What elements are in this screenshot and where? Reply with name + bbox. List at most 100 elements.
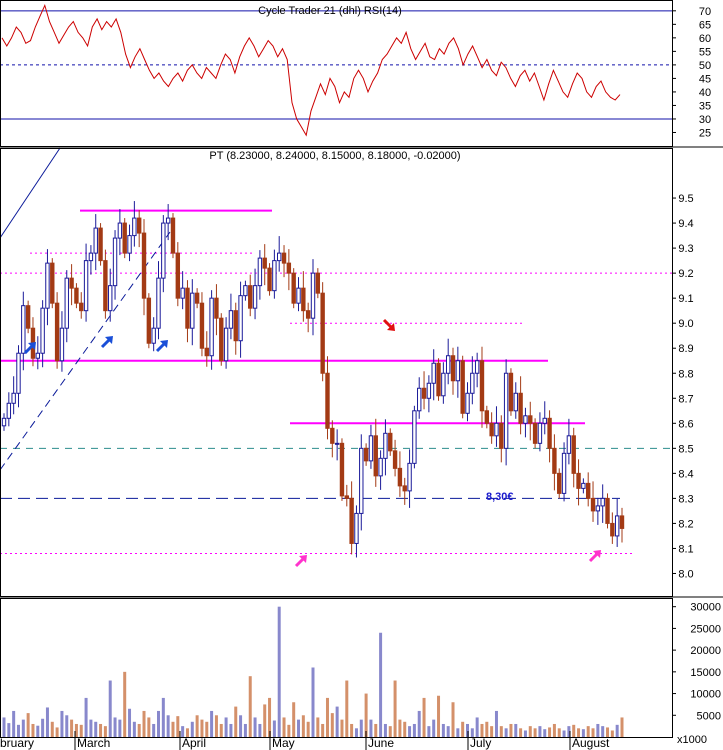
candle-body <box>339 442 345 497</box>
candle-body <box>368 435 374 462</box>
candle-body <box>378 457 383 477</box>
volume-bar <box>253 717 257 737</box>
candle-body <box>54 302 60 362</box>
candle-body <box>547 417 552 449</box>
volume-bar <box>596 723 600 737</box>
candle-body <box>277 252 282 262</box>
volume-bar <box>41 718 45 737</box>
arrow-pink-icon <box>294 555 307 568</box>
arrow-head <box>28 342 36 350</box>
volume-bar <box>335 706 339 737</box>
oscillator-panel <box>0 3 672 137</box>
arrow-head <box>160 340 168 348</box>
volume-bar <box>620 717 624 737</box>
candle-body <box>528 415 533 424</box>
trend-line-upper <box>0 147 61 239</box>
candle-body <box>397 467 403 487</box>
volume-bar <box>538 726 542 737</box>
volume-bar <box>601 726 605 737</box>
candle-body <box>499 422 504 449</box>
price-tick-label: 8.9 <box>678 343 693 355</box>
volume-tick-label: 20000 <box>690 645 721 657</box>
arrow-blue-icon <box>155 340 168 353</box>
candle-body <box>209 297 214 357</box>
candle-body <box>383 432 388 459</box>
volume-bar <box>388 726 392 737</box>
candle-body <box>465 392 470 414</box>
candle-body <box>610 522 615 537</box>
candle-body <box>508 372 514 412</box>
candle-body <box>190 292 195 329</box>
osc-tick-label: 60 <box>699 33 711 45</box>
volume-bar <box>142 710 146 737</box>
volume-bar <box>166 715 170 737</box>
volume-bar <box>494 710 498 737</box>
volume-bar <box>446 726 450 737</box>
volume-bar <box>132 721 136 737</box>
volume-bar <box>60 710 64 737</box>
volume-bar <box>239 715 243 737</box>
volume-bar <box>432 719 436 737</box>
candle-body <box>542 417 547 424</box>
candle-body <box>170 217 176 254</box>
volume-bar <box>350 723 354 737</box>
price-tick-label: 8.7 <box>678 393 693 405</box>
candle-body <box>494 422 499 437</box>
volume-bar <box>263 704 267 737</box>
candle-body <box>392 450 398 469</box>
volume-bar <box>181 726 185 737</box>
candle-body <box>619 515 625 529</box>
candle-body <box>576 472 581 489</box>
osc-tick-label: 40 <box>699 87 711 99</box>
candle-body <box>523 415 528 424</box>
volume-bar <box>282 717 286 737</box>
volume-bar <box>514 723 518 737</box>
volume-bar <box>113 717 117 737</box>
month-label: April <box>182 736 206 750</box>
volume-bar <box>383 723 387 737</box>
volume-bar <box>427 726 431 737</box>
volume-bar <box>70 719 74 737</box>
price-tick-label: 8.1 <box>678 543 693 555</box>
candle-body <box>185 287 190 329</box>
volume-bar <box>321 723 325 737</box>
panel-frame <box>0 598 673 738</box>
candle-body <box>532 422 538 444</box>
candle-body <box>11 392 16 404</box>
volume-bar <box>461 721 465 737</box>
osc-tick-label: 50 <box>699 60 711 72</box>
osc-tick-label: 30 <box>699 114 711 126</box>
volume-bar <box>499 726 503 737</box>
trend-line-support <box>0 231 171 471</box>
volume-bar <box>55 727 59 737</box>
volume-bar <box>393 680 397 737</box>
volume-bar <box>2 717 6 737</box>
candle-body <box>175 252 181 299</box>
candle-body <box>112 237 118 287</box>
volume-bar <box>422 697 426 737</box>
panel-frame <box>0 148 673 597</box>
candle-body <box>421 387 427 399</box>
candle-body <box>59 327 65 362</box>
volume-bar <box>103 726 107 737</box>
candle-body <box>614 515 620 537</box>
volume-bar <box>65 715 69 737</box>
volume-bar <box>552 723 556 737</box>
candle-body <box>194 292 200 304</box>
candle-body <box>412 410 417 464</box>
candle-body <box>474 360 480 374</box>
candle-body <box>513 392 518 412</box>
volume-bar <box>243 723 247 737</box>
volume-tick-label: 10000 <box>690 689 721 701</box>
candle-body <box>108 285 113 312</box>
volume-bar <box>485 721 489 737</box>
candle-body <box>305 310 311 319</box>
volume-bar <box>533 728 537 737</box>
volume-bar <box>258 723 262 737</box>
oscillator-series-line <box>1 3 621 137</box>
volume-bar <box>94 721 98 737</box>
volume-bar <box>311 667 315 737</box>
volume-bar <box>176 716 180 737</box>
volume-bar <box>108 680 112 737</box>
candle-body <box>238 295 243 342</box>
